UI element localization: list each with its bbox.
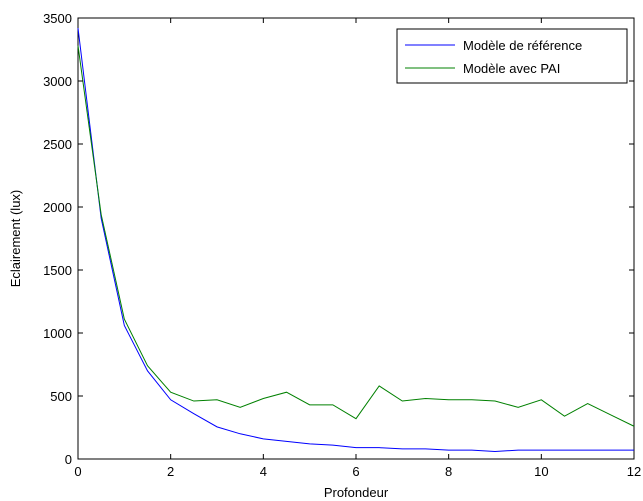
y-axis-ticks: 0 500 1000 1500 2000 2500 3000 3500 <box>43 11 634 467</box>
x-tick-label: 2 <box>167 464 174 479</box>
y-tick-label: 500 <box>50 389 72 404</box>
x-tick-label: 12 <box>627 464 641 479</box>
legend: Modèle de référence Modèle avec PAI <box>396 28 628 84</box>
y-tick-label: 0 <box>65 452 72 467</box>
y-tick-label: 2500 <box>43 137 72 152</box>
x-tick-label: 10 <box>534 464 548 479</box>
y-tick-label: 3500 <box>43 11 72 26</box>
x-tick-label: 8 <box>445 464 452 479</box>
x-axis-ticks: 0 2 4 6 8 10 12 <box>74 18 641 479</box>
legend-box <box>396 28 628 84</box>
x-tick-label: 0 <box>74 464 81 479</box>
series-line-reference <box>77 28 634 452</box>
x-tick-label: 4 <box>260 464 267 479</box>
y-tick-label: 3000 <box>43 74 72 89</box>
series-line-pai <box>77 45 635 427</box>
x-axis-label: Profondeur <box>324 485 389 500</box>
y-axis-label: Eclairement (lux) <box>8 190 23 288</box>
x-tick-label: 6 <box>352 464 359 479</box>
y-tick-label: 2000 <box>43 200 72 215</box>
legend-entry-pai: Modèle avec PAI <box>463 61 560 76</box>
legend-entry-reference: Modèle de référence <box>463 38 582 53</box>
y-tick-label: 1500 <box>43 263 72 278</box>
y-tick-label: 1000 <box>43 326 72 341</box>
series-layer <box>77 28 635 452</box>
